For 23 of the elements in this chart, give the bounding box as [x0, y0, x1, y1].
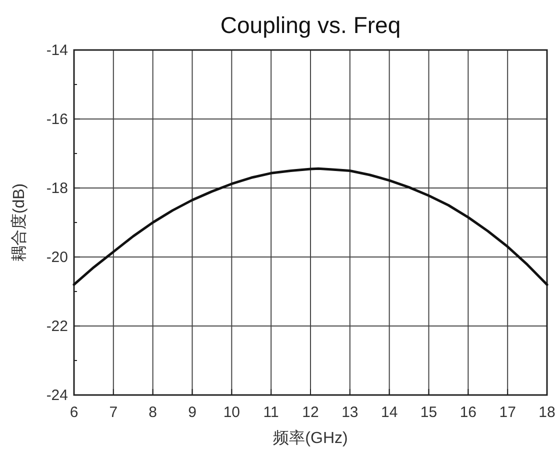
- chart-title: Coupling vs. Freq: [220, 12, 401, 38]
- y-tick-label: -20: [46, 249, 68, 266]
- x-tick-label: 6: [70, 404, 78, 421]
- y-axis-title: 耦合度(dB): [10, 183, 28, 262]
- x-tick-label: 15: [420, 404, 438, 421]
- x-axis-title: 频率(GHz): [273, 429, 348, 447]
- x-tick-label: 13: [342, 404, 358, 421]
- y-tick-label: -14: [46, 42, 68, 59]
- x-tick-label: 9: [188, 404, 196, 421]
- x-tick-label: 10: [223, 404, 240, 421]
- x-tick-label: 18: [538, 404, 556, 421]
- line-series: [72, 167, 548, 286]
- x-tick-label: 16: [460, 404, 477, 421]
- x-tick-label: 7: [109, 404, 118, 421]
- y-tick-label: -24: [46, 387, 68, 404]
- x-tick-label: 8: [148, 404, 158, 421]
- y-tick-label: -18: [46, 180, 68, 197]
- x-tick-label: 11: [263, 404, 279, 421]
- x-tick-label: 14: [380, 404, 398, 421]
- x-tick-label: 12: [302, 404, 319, 421]
- y-tick-label: -22: [46, 318, 68, 335]
- x-tick-label: 17: [499, 404, 516, 421]
- y-tick-label: -16: [46, 111, 68, 128]
